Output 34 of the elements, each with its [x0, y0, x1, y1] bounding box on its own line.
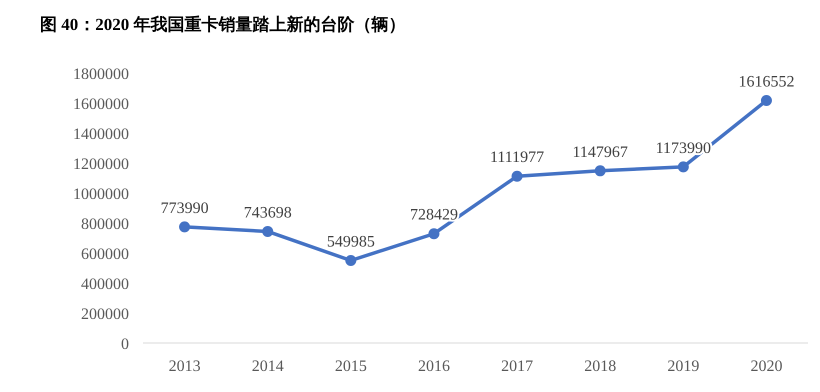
y-tick-label: 1000000 [73, 186, 129, 203]
point [678, 161, 689, 172]
x-tick-label: 2020 [750, 358, 782, 375]
point [179, 221, 190, 232]
point [594, 165, 606, 176]
y-tick-label: 1200000 [73, 156, 129, 173]
data-label: 728429 [410, 206, 458, 224]
point [428, 228, 440, 240]
y-tick-label: 0 [121, 336, 129, 353]
point [345, 255, 356, 266]
y-tick-label: 600000 [81, 246, 129, 263]
x-tick-label: 2018 [584, 358, 616, 375]
point [262, 226, 274, 237]
y-tick-label: 1400000 [73, 126, 129, 143]
y-tick-label: 1800000 [73, 66, 129, 83]
data-label: 549985 [326, 234, 375, 250]
y-tick-label: 200000 [81, 306, 129, 323]
chart-title: 图 40：2020 年我国重卡销量踏上新的台阶（辆） [40, 15, 406, 34]
data-label: 1147967 [572, 144, 628, 161]
data-label: 773990 [160, 200, 209, 217]
x-tick-label: 2013 [168, 358, 201, 375]
x-tick-label: 2015 [334, 358, 367, 375]
y-tick-label: 400000 [81, 276, 129, 293]
x-tick-label: 2017 [501, 358, 534, 375]
point [760, 95, 772, 106]
y-tick-label: 1600000 [73, 96, 129, 113]
y-tick-label: 800000 [81, 216, 129, 233]
data-label: 1616552 [738, 74, 794, 91]
data-label: 1111977 [490, 149, 544, 166]
x-tick-label: 2016 [418, 358, 450, 375]
x-tick-label: 2019 [667, 358, 700, 375]
point [512, 170, 523, 182]
data-label: 743698 [244, 204, 292, 222]
x-tick-label: 2014 [252, 358, 284, 375]
